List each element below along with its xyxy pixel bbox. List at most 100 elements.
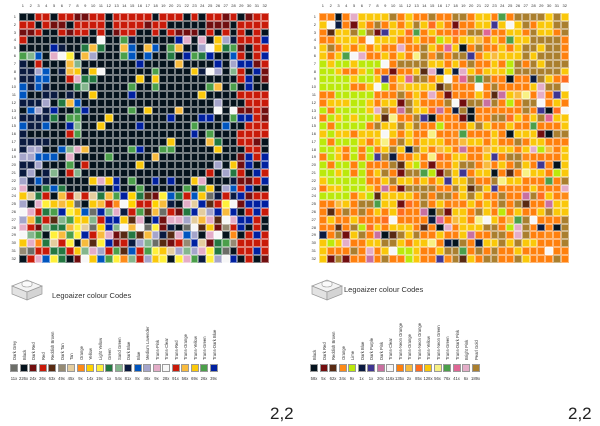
brick-cell bbox=[89, 44, 97, 52]
brick-cell bbox=[521, 137, 530, 146]
brick-cell bbox=[365, 231, 374, 240]
brick-cell bbox=[404, 83, 413, 91]
brick-cell bbox=[404, 28, 413, 37]
legend-colour-name: Light Yellow bbox=[97, 337, 103, 360]
row-number: 1 bbox=[13, 14, 16, 19]
brick-cell bbox=[553, 114, 561, 123]
brick-cell bbox=[420, 215, 429, 224]
column-number: 9 bbox=[384, 3, 387, 8]
brick-cell bbox=[221, 52, 230, 60]
column-number: 1 bbox=[21, 3, 25, 8]
brick-cell bbox=[412, 28, 421, 37]
brick-cell bbox=[350, 254, 358, 263]
brick-cell bbox=[120, 192, 129, 201]
brick-cell bbox=[65, 67, 74, 76]
brick-cell bbox=[206, 161, 214, 169]
brick-cell bbox=[428, 184, 436, 193]
row-number: 31 bbox=[11, 248, 16, 253]
brick-cell bbox=[436, 67, 444, 76]
brick-cell bbox=[475, 215, 483, 224]
brick-cell bbox=[412, 192, 421, 201]
brick-cell bbox=[182, 91, 191, 99]
brick-cell bbox=[97, 169, 105, 177]
brick-cell bbox=[128, 98, 136, 107]
brick-cell bbox=[237, 239, 246, 247]
column-number: 14 bbox=[422, 3, 427, 8]
brick-cell bbox=[58, 122, 66, 130]
brick-cell bbox=[467, 13, 475, 21]
brick-cell bbox=[42, 223, 51, 232]
brick-cell bbox=[26, 192, 35, 201]
brick-cell bbox=[175, 200, 183, 208]
brick-cell bbox=[167, 184, 175, 193]
brick-cell bbox=[545, 114, 553, 123]
brick-cell bbox=[206, 83, 214, 91]
brick-cell bbox=[229, 36, 238, 45]
brick-cell bbox=[545, 20, 553, 29]
brick-cell bbox=[182, 98, 191, 107]
brick-cell bbox=[358, 114, 366, 123]
brick-cell bbox=[506, 239, 514, 247]
brick-cell bbox=[373, 114, 382, 123]
brick-cell bbox=[553, 223, 561, 232]
brick-cell bbox=[553, 130, 561, 138]
brick-cell bbox=[97, 215, 105, 224]
brick-cell bbox=[214, 83, 222, 91]
brick-cell bbox=[198, 239, 207, 247]
legend-swatch bbox=[181, 364, 189, 372]
brick-cell bbox=[482, 59, 491, 68]
brick-cell bbox=[342, 254, 351, 263]
brick-cell bbox=[404, 239, 413, 247]
brick-cell bbox=[104, 114, 113, 123]
brick-grid-right: 1 2 3 4 5 6 7 8 9 10 11 12 13 14 15 16 17 18 19 20 21 22 23 24 2… bbox=[310, 4, 572, 266]
legend-swatch bbox=[38, 364, 47, 372]
brick-cell bbox=[373, 44, 382, 52]
brick-cell bbox=[358, 254, 366, 263]
brick-cell bbox=[65, 98, 74, 107]
brick-cell bbox=[553, 91, 561, 99]
brick-cell bbox=[229, 20, 238, 29]
brick-cell bbox=[521, 176, 530, 185]
brick-cell bbox=[412, 52, 421, 60]
row-number: 8 bbox=[13, 68, 16, 74]
brick-cell bbox=[34, 36, 43, 45]
column-number: 5 bbox=[352, 3, 356, 8]
brick-cell bbox=[506, 91, 514, 99]
brick-cell bbox=[451, 59, 460, 68]
brick-cell bbox=[334, 67, 343, 76]
brick-cell bbox=[190, 254, 199, 263]
brick-cell bbox=[553, 254, 561, 263]
brick-cell bbox=[81, 161, 90, 169]
brick-cell bbox=[42, 106, 51, 115]
brick-cell bbox=[198, 247, 207, 255]
brick-cell bbox=[260, 176, 269, 185]
brick-cell bbox=[475, 184, 483, 193]
brick-cell bbox=[89, 83, 97, 91]
brick-cell bbox=[175, 20, 183, 29]
brick-cell bbox=[50, 145, 58, 154]
brick-cell bbox=[89, 98, 97, 107]
brick-cell bbox=[206, 91, 214, 99]
brick-cell bbox=[404, 59, 413, 68]
brick-cell bbox=[42, 98, 51, 107]
brick-cell bbox=[182, 106, 191, 115]
brick-cell bbox=[334, 223, 343, 232]
brick-cell bbox=[182, 223, 191, 232]
brick-cell bbox=[50, 114, 58, 123]
brick-cell bbox=[89, 153, 97, 162]
brick-cell bbox=[26, 52, 35, 60]
brick-cell bbox=[198, 192, 207, 201]
brick-cell bbox=[334, 254, 343, 263]
brick-cell bbox=[26, 75, 35, 84]
brick-cell bbox=[350, 215, 358, 224]
row-number: 24 bbox=[311, 193, 316, 199]
row-number: 24 bbox=[11, 193, 16, 199]
brick-cell bbox=[506, 75, 514, 84]
brick-cell bbox=[436, 75, 444, 84]
brick-cell bbox=[229, 91, 238, 99]
brick-cell bbox=[190, 200, 199, 208]
brick-cell bbox=[412, 239, 421, 247]
brick-cell bbox=[260, 153, 269, 162]
brick-cell bbox=[65, 137, 74, 146]
brick-cell bbox=[428, 59, 436, 68]
